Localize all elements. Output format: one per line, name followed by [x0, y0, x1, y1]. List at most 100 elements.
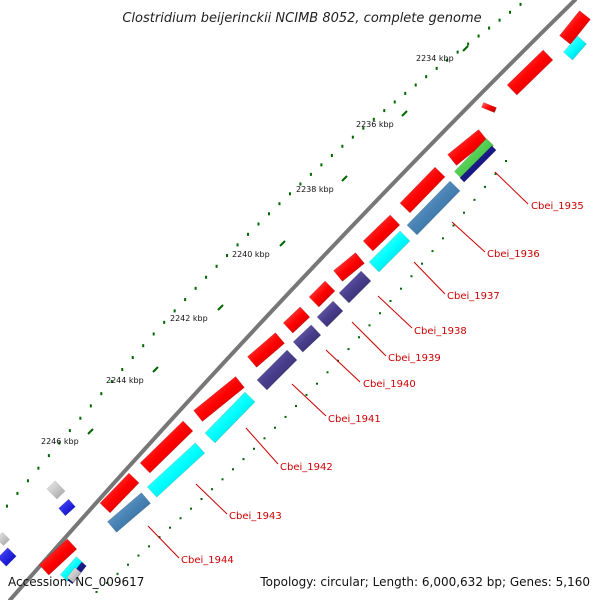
- cds-arrow[interactable]: [399, 166, 446, 214]
- leader-line: [291, 383, 327, 417]
- cds-arrow-cyan[interactable]: [563, 35, 587, 61]
- cds-arrow-slate[interactable]: [316, 300, 344, 328]
- guide-dot: [173, 309, 176, 313]
- inner-dot: [137, 554, 140, 557]
- cds-arrow-silver[interactable]: [66, 567, 82, 583]
- cds-arrow[interactable]: [38, 538, 78, 576]
- cds-arrow[interactable]: [308, 280, 336, 308]
- inner-dot: [305, 393, 308, 396]
- gene-label-cbei-1940[interactable]: Cbei_1940: [363, 379, 416, 390]
- kbp-tick: [87, 428, 94, 435]
- cds-arrow-blue[interactable]: [0, 547, 17, 567]
- leader-line: [494, 171, 529, 205]
- cds-arrow[interactable]: [139, 420, 194, 474]
- inner-dot: [452, 224, 455, 227]
- kbp-tick-marks: [87, 45, 469, 435]
- cds-arrow[interactable]: [282, 306, 311, 334]
- gene-features: [0, 10, 591, 585]
- cds-arrow[interactable]: [481, 102, 497, 113]
- inner-dot: [431, 250, 434, 253]
- guide-dot: [89, 404, 92, 408]
- guide-dot: [58, 441, 61, 445]
- inner-dot: [200, 498, 203, 501]
- inner-dot: [358, 336, 360, 339]
- kbp-tick: [217, 304, 224, 311]
- guide-dot: [226, 254, 229, 258]
- cds-arrow-slate[interactable]: [292, 324, 322, 353]
- gene-label-cbei-1944[interactable]: Cbei_1944: [181, 555, 234, 566]
- cds-arrow-slate[interactable]: [338, 270, 372, 304]
- guide-dot: [404, 91, 407, 95]
- inner-dot: [179, 517, 182, 520]
- inner-dot: [347, 348, 350, 351]
- cds-arrow[interactable]: [447, 129, 488, 166]
- inner-dot: [473, 198, 476, 201]
- gene-label-cbei-1935[interactable]: Cbei_1935: [531, 201, 584, 212]
- guide-dot: [372, 117, 375, 121]
- guide-dot: [142, 344, 145, 348]
- inner-dot: [284, 415, 287, 418]
- leader-line: [351, 321, 387, 357]
- cds-arrow[interactable]: [362, 214, 401, 252]
- cds-arrow-blue[interactable]: [58, 498, 76, 517]
- gene-label-cbei-1938[interactable]: Cbei_1938: [414, 326, 467, 337]
- kbp-tick: [341, 175, 348, 182]
- leader-line: [245, 427, 279, 465]
- guide-dot: [383, 109, 386, 113]
- inner-dot: [148, 545, 150, 548]
- gene-label-cbei-1937[interactable]: Cbei_1937: [447, 291, 500, 302]
- guide-dot: [488, 26, 491, 30]
- cds-arrow-cyan[interactable]: [146, 442, 206, 498]
- gene-label-cbei-1942[interactable]: Cbei_1942: [280, 462, 333, 473]
- inner-dot: [295, 405, 297, 407]
- inner-dot: [274, 426, 276, 429]
- guide-dot: [519, 2, 522, 6]
- guide-dot: [100, 392, 103, 396]
- guide-dot: [163, 320, 166, 324]
- inner-dot: [242, 458, 245, 461]
- inner-dot: [410, 275, 413, 278]
- cds-arrow-cyan[interactable]: [59, 556, 85, 582]
- inner-dot: [116, 572, 119, 575]
- cds-arrow[interactable]: [193, 376, 245, 422]
- cds-arrow[interactable]: [247, 332, 285, 368]
- inner-dot: [316, 382, 318, 385]
- cds-arrow-slate[interactable]: [256, 349, 298, 391]
- cds-arrow-steelblue[interactable]: [406, 180, 461, 236]
- inner-dot: [463, 211, 465, 214]
- guide-dot: [278, 202, 281, 206]
- gene-label-cbei-1939[interactable]: Cbei_1939: [388, 353, 441, 364]
- inner-dot: [400, 287, 402, 290]
- cds-arrow-cyan[interactable]: [368, 230, 411, 273]
- kbp-label-2234: 2234 kbp: [416, 54, 454, 63]
- guide-dot: [152, 332, 155, 336]
- guide-dot: [79, 416, 82, 420]
- guide-dot: [68, 429, 71, 433]
- cds-arrow-cyan[interactable]: [204, 391, 256, 444]
- kbp-label-2240: 2240 kbp: [232, 250, 270, 259]
- guide-dot: [425, 75, 428, 79]
- cds-arrow-silver[interactable]: [0, 532, 10, 546]
- guide-dot: [435, 66, 438, 70]
- gene-label-cbei-1941[interactable]: Cbei_1941: [328, 414, 381, 425]
- cds-arrow-navy[interactable]: [459, 145, 497, 183]
- cds-arrow[interactable]: [506, 49, 554, 96]
- guide-dot: [341, 144, 344, 148]
- inner-dot: [389, 300, 392, 303]
- inner-dot: [127, 563, 129, 566]
- cds-arrow-steelblue[interactable]: [107, 492, 151, 533]
- gene-label-cbei-1936[interactable]: Cbei_1936: [487, 249, 540, 260]
- guide-dot: [446, 58, 449, 62]
- guide-dot: [257, 222, 260, 226]
- inner-dot: [221, 478, 224, 481]
- cds-arrow[interactable]: [99, 472, 140, 514]
- guide-dot: [362, 126, 365, 130]
- accession-text: Accession: NC_009617: [8, 575, 144, 589]
- guide-dot: [5, 504, 8, 508]
- inner-dot: [190, 507, 192, 510]
- inner-dot: [421, 262, 423, 265]
- cds-arrow-silver[interactable]: [46, 480, 66, 500]
- inner-dot: [253, 447, 255, 450]
- cds-arrow[interactable]: [333, 252, 365, 282]
- gene-label-cbei-1943[interactable]: Cbei_1943: [229, 511, 282, 522]
